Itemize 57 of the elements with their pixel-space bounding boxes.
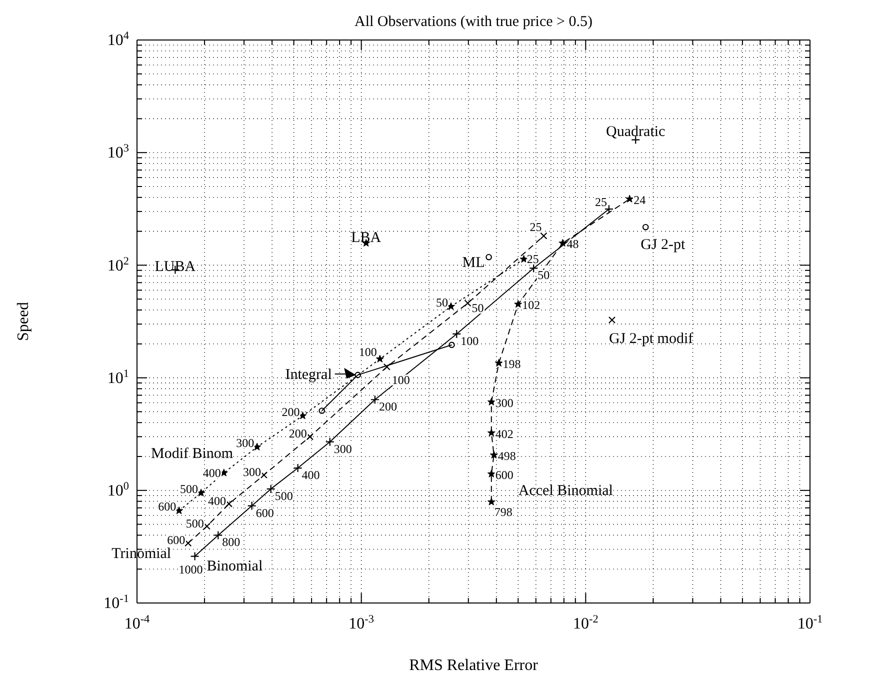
y-tick-label: 10$^{-1}$ (104, 593, 129, 612)
annotation: 600 (256, 506, 274, 520)
annotation: 25 (594, 195, 607, 210)
annotation: 600 (495, 468, 514, 482)
annotation: 800 (222, 535, 240, 550)
annotation: 102 (522, 298, 540, 312)
annotation: 1000 (178, 562, 203, 576)
x-axis-title: RMS Relative Error (409, 657, 539, 674)
x-tick-label: 10$^{-3}$ (348, 613, 374, 632)
annotation: 48 (566, 237, 579, 252)
annotation: 25 (530, 220, 542, 234)
annotation: 500 (274, 488, 293, 503)
annotation: 198 (502, 357, 521, 372)
annotation: 50 (436, 295, 448, 310)
annotation: 50 (472, 301, 484, 316)
annotation: 300 (242, 465, 261, 480)
y-tick-label: 10$^{1}$ (107, 368, 129, 387)
series-label: GJ 2-pt modif (608, 331, 694, 348)
annotation: 500 (180, 482, 198, 496)
annotation: 200 (288, 426, 307, 441)
annotation: 400 (302, 468, 320, 482)
annotation: 100 (460, 334, 479, 348)
annotation: 200 (378, 400, 397, 414)
y-axis-title: Speed (15, 302, 32, 342)
annotation: 498 (498, 449, 516, 464)
y-tick-label: 10$^{3}$ (107, 142, 130, 162)
y-tick-label: 10$^{4}$ (107, 30, 130, 50)
series-label: Accel Binomial (518, 482, 613, 499)
annotation: 798 (494, 504, 512, 519)
annotation: 50 (538, 268, 550, 282)
series-label: LUBA (154, 258, 196, 275)
annotation: 400 (208, 494, 226, 508)
chart-title: All Observations (with true price > 0.5) (354, 14, 592, 30)
annotation: 100 (358, 344, 377, 359)
annotation: 402 (495, 426, 514, 441)
annotation: 24 (634, 193, 646, 208)
y-tick-label: 10$^{0}$ (107, 480, 130, 500)
series-label: GJ 2-pt (640, 237, 686, 254)
series-label: Binomial (206, 558, 263, 574)
series-label: Modif Binom (150, 446, 234, 462)
x-tick-label: 10$^{-1}$ (797, 613, 823, 632)
annotation: 500 (186, 516, 204, 530)
x-tick-label: 10$^{-4}$ (124, 613, 150, 632)
annotation: 300 (236, 436, 254, 450)
y-tick-label: 10$^{2}$ (107, 255, 129, 274)
annotation: 600 (158, 500, 176, 514)
annotation: 300 (495, 396, 514, 410)
series-label: LBA (351, 230, 382, 246)
annotation: 200 (282, 404, 300, 419)
series-label: ML (462, 255, 485, 272)
annotation: 400 (202, 466, 221, 480)
annotation: 25 (526, 252, 539, 266)
annotation: 600 (167, 533, 186, 548)
annotation: 300 (334, 442, 352, 456)
x-tick-label: 10$^{-2}$ (573, 613, 598, 632)
legend-label: Integral (285, 366, 332, 383)
series-label: Quadratic (606, 124, 666, 140)
